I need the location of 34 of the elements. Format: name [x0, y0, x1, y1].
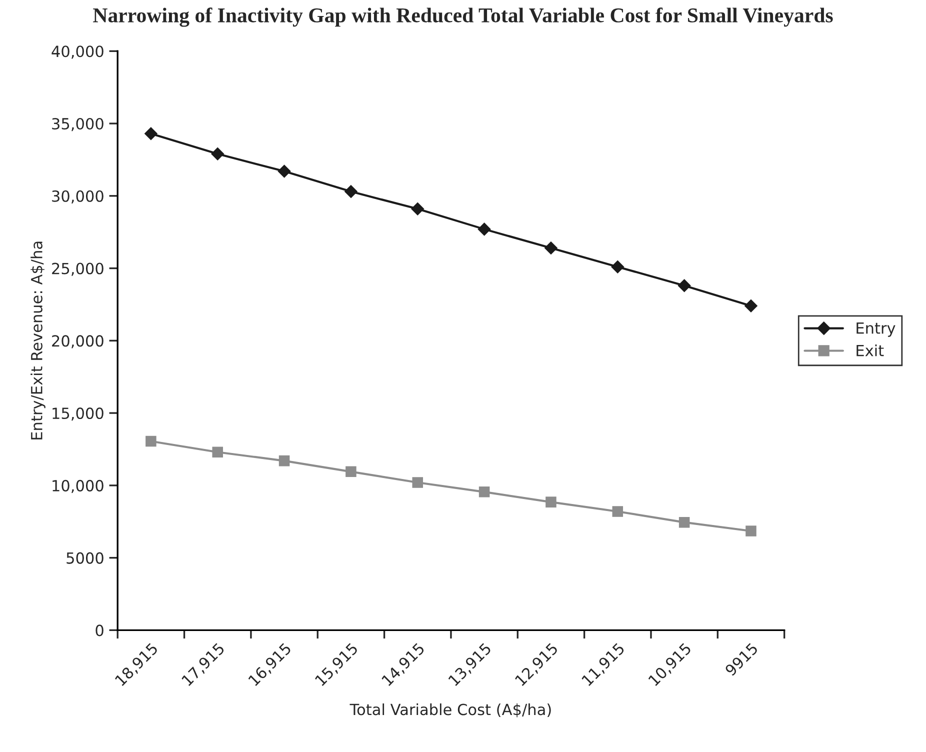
point: [678, 516, 690, 528]
y-tick-label: 35,000: [52, 118, 104, 132]
y-tick-label: 15,000: [52, 408, 104, 421]
x-axis-title: Total Variable Cost (A$/ha): [350, 703, 551, 718]
y-tick-label: 0: [96, 624, 104, 636]
legend-label: Entry: [856, 322, 896, 337]
y-tick-label: 5000: [66, 552, 104, 564]
point: [212, 446, 223, 458]
legend-label: Exit: [856, 344, 884, 356]
y-tick-label: 10,000: [52, 480, 104, 493]
point: [478, 486, 490, 498]
point: [346, 466, 356, 478]
y-tick-label: 25,000: [52, 262, 104, 276]
y-tick-label: 40,000: [52, 46, 104, 59]
point: [478, 222, 491, 236]
point: [612, 506, 624, 517]
point: [744, 300, 758, 312]
point: [611, 260, 624, 274]
y-tick-label: 30,000: [52, 190, 104, 204]
point: [411, 202, 424, 216]
point: [278, 455, 290, 466]
point: [412, 477, 424, 488]
point: [546, 496, 556, 508]
point: [678, 279, 691, 292]
point: [278, 164, 291, 178]
point: [146, 436, 156, 447]
point: [746, 526, 756, 536]
y-tick-label: 20,000: [52, 335, 104, 348]
chart-title: Narrowing of Inactivity Gap with Reduced Total Variable Cost for Small Vineyards: [93, 8, 833, 27]
point: [544, 242, 558, 254]
y-axis-title: Entry/Exit Revenue: A$/ha: [30, 242, 46, 440]
point: [144, 127, 158, 140]
point: [344, 185, 358, 198]
point: [211, 148, 224, 160]
